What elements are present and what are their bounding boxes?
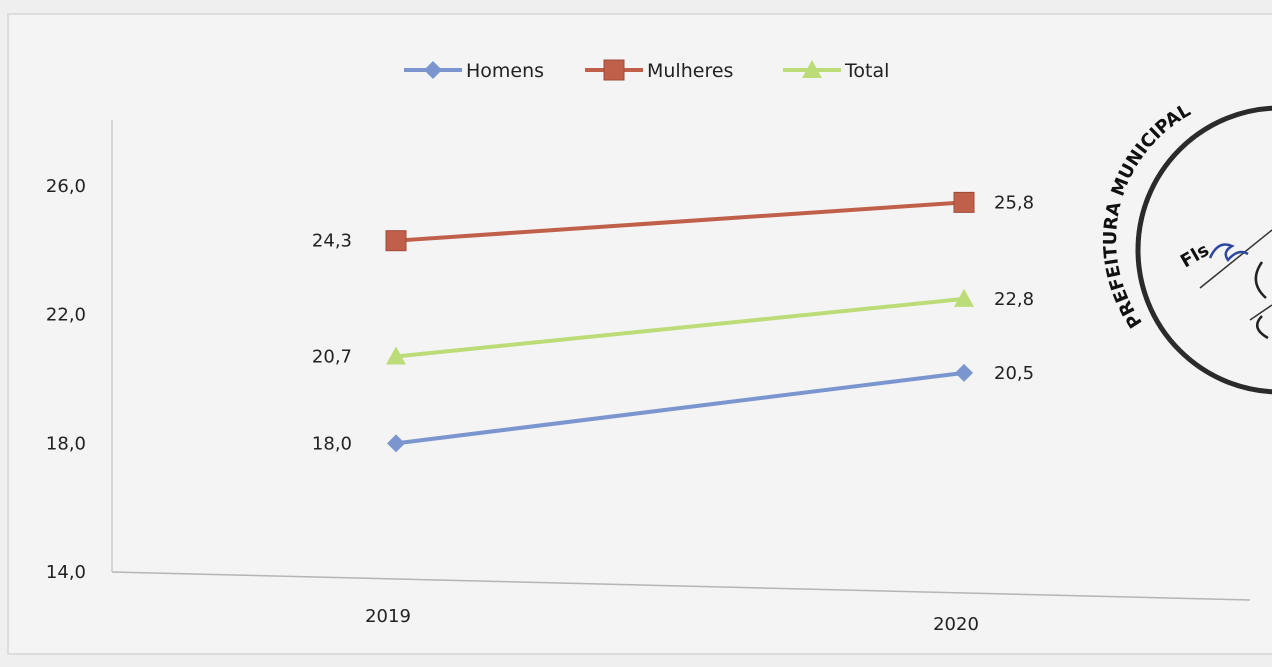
legend-item: Mulheres	[585, 59, 733, 82]
data-point	[953, 191, 975, 213]
stamp-line	[1199, 229, 1272, 289]
data-label: 22,8	[994, 289, 1034, 310]
series-homens: 18,0 20,5	[312, 363, 1034, 454]
legend-label: Total	[844, 60, 889, 82]
x-tick-label: 2020	[933, 614, 979, 635]
signature-scribble	[1255, 315, 1269, 340]
data-point	[424, 61, 442, 79]
signature-scribble	[1254, 261, 1267, 299]
stamp-line	[1249, 304, 1272, 321]
legend-item: Total	[783, 60, 889, 82]
legend-label: Mulheres	[647, 60, 733, 82]
data-point	[603, 59, 625, 81]
legend-label: Homens	[466, 60, 544, 82]
y-tick-label: 14,0	[46, 562, 86, 583]
series-line	[395, 370, 965, 446]
data-point	[387, 434, 405, 453]
y-tick-label: 22,0	[46, 305, 86, 326]
y-tick-label: 18,0	[46, 433, 86, 454]
chart-panel	[7, 13, 1272, 655]
data-label: 20,5	[994, 363, 1034, 384]
stamp-ring	[1135, 105, 1272, 395]
data-point	[802, 60, 822, 78]
data-point	[386, 346, 406, 365]
data-point	[385, 230, 407, 252]
signature-scribble	[1208, 243, 1249, 263]
data-label: 18,0	[312, 433, 352, 454]
series-mulheres: 24,3 25,8	[312, 191, 1034, 252]
series-total: 20,7 22,8	[312, 288, 1034, 367]
x-axis	[111, 571, 1251, 601]
y-tick-label: 26,0	[46, 176, 86, 197]
series-line	[395, 200, 965, 243]
legend-item: Homens	[404, 60, 544, 82]
data-point	[954, 288, 974, 307]
x-tick-label: 2019	[365, 606, 411, 627]
data-point	[955, 363, 973, 382]
series-line	[395, 296, 965, 359]
data-label: 25,8	[994, 192, 1034, 213]
data-label: 24,3	[312, 231, 352, 252]
data-label: 20,7	[312, 346, 352, 367]
